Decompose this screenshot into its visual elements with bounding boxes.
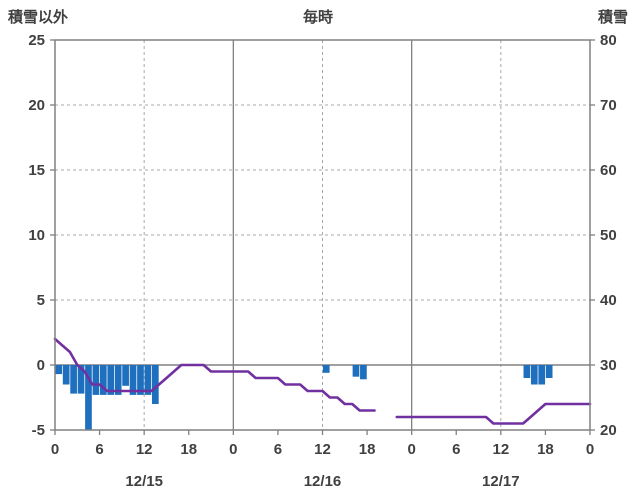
tick-label-left: 20 (28, 97, 45, 114)
tick-label-right: 80 (600, 32, 617, 49)
bar (352, 365, 360, 377)
tick-label-right: 70 (600, 97, 617, 114)
tick-label-hour: 6 (95, 441, 103, 458)
bar (523, 365, 531, 378)
date-label: 12/17 (482, 473, 520, 490)
right-axis-title: 積雪 (597, 9, 628, 26)
tick-label-hour: 0 (586, 441, 594, 458)
bar (114, 365, 122, 395)
tick-label-hour: 12 (136, 441, 153, 458)
bar (62, 365, 70, 385)
bar (92, 365, 100, 395)
date-label: 12/16 (304, 473, 342, 490)
bar (360, 365, 367, 380)
tick-label-hour: 18 (537, 441, 554, 458)
tick-label-right: 20 (600, 422, 617, 439)
tick-label-left: -5 (32, 422, 45, 439)
bar (538, 365, 546, 385)
tick-label-left: 25 (28, 32, 45, 49)
tick-label-right: 40 (600, 292, 617, 309)
tick-label-hour: 12 (314, 441, 331, 458)
tick-label-hour: 6 (274, 441, 282, 458)
bar (322, 365, 330, 373)
tick-label-left: 15 (28, 162, 45, 179)
bar (545, 365, 553, 378)
tick-label-left: 0 (37, 357, 45, 374)
bar (122, 365, 129, 386)
snow-depth-line (53, 337, 592, 425)
bar (85, 365, 92, 430)
tick-label-hour: 0 (407, 441, 415, 458)
tick-label-right: 30 (600, 357, 617, 374)
bar (530, 365, 538, 385)
tick-label-hour: 18 (359, 441, 376, 458)
bar (151, 365, 159, 404)
date-label: 12/15 (125, 473, 163, 490)
chart-title: 毎時 (302, 9, 333, 26)
left-axis-title: 積雪以外 (8, 9, 69, 26)
tick-label-hour: 0 (229, 441, 237, 458)
bar (77, 365, 85, 394)
bar (137, 365, 144, 395)
tick-label-left: 10 (28, 227, 45, 244)
bar (107, 365, 115, 395)
tick-label-hour: 12 (492, 441, 509, 458)
bar (55, 365, 63, 375)
tick-label-hour: 6 (452, 441, 460, 458)
tick-label-left: 5 (37, 292, 45, 309)
tick-label-right: 60 (600, 162, 617, 179)
bar (70, 365, 77, 394)
bar (144, 365, 152, 395)
tick-label-hour: 0 (51, 441, 59, 458)
bar (129, 365, 137, 395)
tick-label-right: 50 (600, 227, 617, 244)
tick-label-hour: 18 (180, 441, 197, 458)
bar (99, 365, 107, 395)
